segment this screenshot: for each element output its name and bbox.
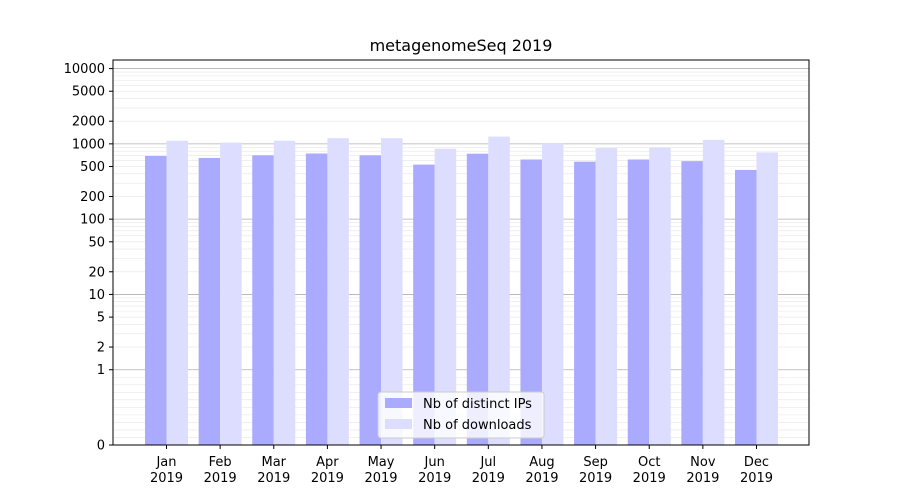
bar-distinct-ips: [198, 157, 221, 446]
x-tick-label-year: 2019: [311, 471, 344, 486]
bar-downloads: [702, 139, 725, 445]
bar-downloads: [649, 147, 671, 445]
y-tick-label: 1: [97, 363, 105, 378]
bar-downloads: [220, 142, 242, 445]
x-tick-label-month: Jul: [479, 455, 496, 470]
x-tick-label-year: 2019: [525, 471, 558, 486]
x-tick-label-month: Jan: [155, 455, 176, 470]
x-tick-label-year: 2019: [257, 471, 290, 486]
bar-distinct-ips: [466, 153, 489, 445]
bar-distinct-ips: [413, 164, 435, 445]
bar-distinct-ips: [735, 169, 757, 445]
legend-label-downloads: Nb of downloads: [423, 418, 532, 433]
x-tick-label-month: May: [368, 455, 395, 470]
chart-title: metagenomeSeq 2019: [370, 36, 553, 55]
y-tick-label: 1000: [72, 137, 105, 152]
y-tick-label: 5: [97, 311, 105, 326]
plot-area-frame: [112, 59, 810, 446]
bar-distinct-ips: [627, 159, 650, 445]
x-tick-label-month: Oct: [638, 455, 660, 470]
x-tick-label-year: 2019: [364, 471, 397, 486]
y-tick-label: 5000: [72, 85, 105, 100]
bar-downloads: [166, 140, 188, 445]
legend-swatch-distinct-ips: [385, 398, 412, 408]
bar-downloads: [381, 138, 403, 445]
x-tick-label-month: Dec: [744, 455, 769, 470]
bar-downloads: [434, 148, 457, 445]
y-tick-label: 100: [80, 213, 105, 228]
bar-distinct-ips: [145, 155, 167, 445]
x-tick-label-year: 2019: [150, 471, 183, 486]
x-tick-label-year: 2019: [472, 471, 505, 486]
x-tick-label-year: 2019: [686, 471, 719, 486]
x-tick-label-year: 2019: [579, 471, 612, 486]
bar-downloads: [273, 140, 296, 445]
y-tick-label: 10000: [64, 62, 105, 77]
x-tick-label-month: Aug: [529, 455, 554, 470]
x-tick-label-year: 2019: [633, 471, 666, 486]
y-tick-label: 10: [88, 288, 105, 303]
y-tick-label: 0: [97, 439, 105, 454]
legend-label-distinct-ips: Nb of distinct IPs: [423, 397, 532, 412]
legend-box: [377, 391, 545, 439]
x-tick-label-year: 2019: [740, 471, 773, 486]
y-tick-label: 20: [88, 265, 105, 280]
x-axis: Jan2019Feb2019Mar2019Apr2019May2019Jun20…: [150, 445, 773, 486]
y-tick-label: 2: [97, 341, 105, 356]
bar-distinct-ips: [681, 161, 703, 446]
y-tick-label: 200: [80, 190, 105, 205]
legend: Nb of distinct IPs Nb of downloads: [377, 391, 545, 439]
bar-distinct-ips: [574, 161, 596, 445]
x-tick-label-month: Feb: [209, 455, 232, 470]
bar-distinct-ips: [305, 153, 328, 445]
bar-distinct-ips: [252, 155, 274, 445]
x-tick-label-month: Apr: [316, 455, 339, 470]
x-tick-label-month: Nov: [690, 455, 716, 470]
x-tick-label-year: 2019: [204, 471, 237, 486]
bar-downloads: [756, 152, 778, 445]
y-axis: 0 1 2 5 10 20 50 100 200 500 1000 2000 5000 10000: [64, 62, 113, 454]
x-tick-label-month: Sep: [583, 455, 608, 470]
y-tick-label: 2000: [72, 115, 105, 130]
bars: [145, 136, 778, 446]
legend-swatch-downloads: [385, 419, 412, 429]
bar-downloads: [488, 136, 510, 445]
bar-downloads: [595, 148, 618, 445]
bar-distinct-ips: [359, 155, 382, 445]
x-tick-label-year: 2019: [418, 471, 451, 486]
bar-downloads: [327, 138, 349, 445]
x-tick-label-month: Jun: [424, 455, 445, 470]
y-tick-label: 50: [88, 235, 105, 250]
bar-downloads: [541, 143, 564, 445]
y-tick-label: 500: [80, 160, 105, 175]
bar-distinct-ips: [520, 159, 542, 445]
x-tick-label-month: Mar: [262, 455, 287, 470]
